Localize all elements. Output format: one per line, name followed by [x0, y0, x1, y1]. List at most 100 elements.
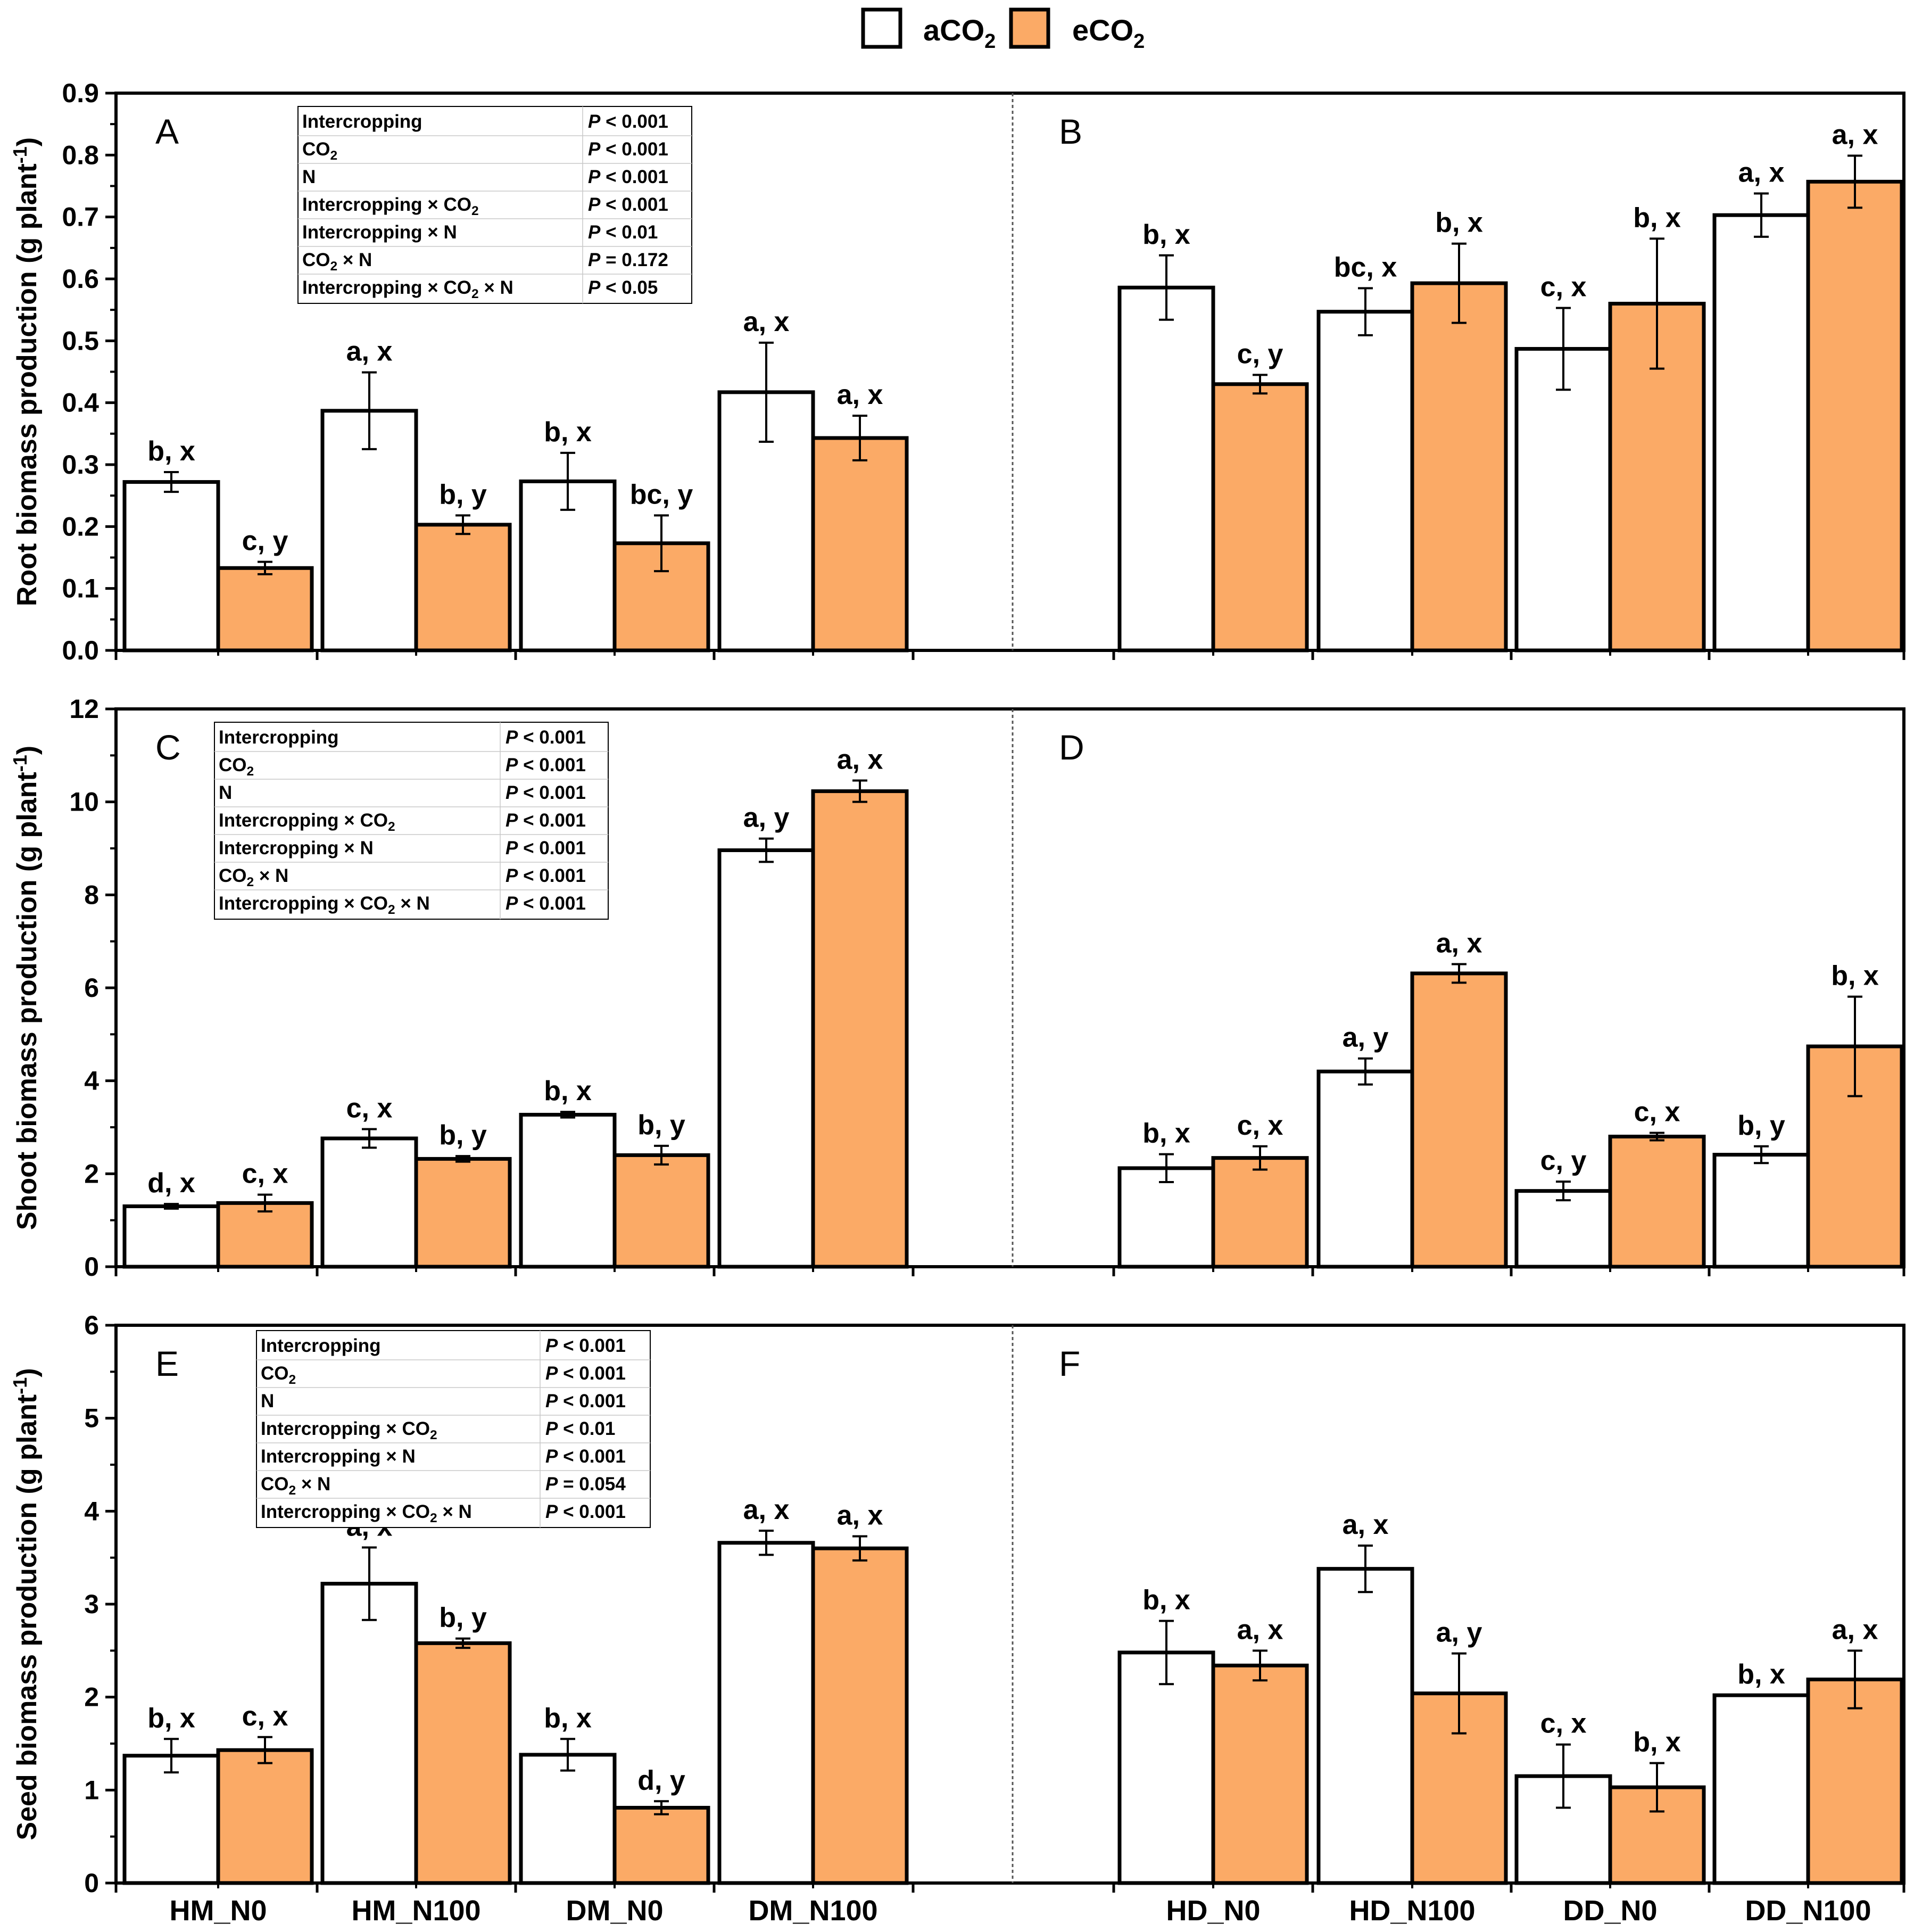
- bar-eco2: [1806, 179, 1904, 653]
- significance-label: c, y: [242, 526, 288, 557]
- bar-aco2: [1117, 285, 1215, 653]
- significance-label: a, y: [1436, 1617, 1482, 1648]
- significance-label: c, x: [242, 1159, 288, 1190]
- significance-label: a, x: [1343, 1509, 1389, 1540]
- stats-table-border: [297, 106, 692, 304]
- y-tick-label: 0: [84, 1252, 99, 1282]
- bar-eco2: [612, 1806, 710, 1885]
- bar-eco2: [414, 1157, 512, 1269]
- x-tick-label: HD_N0: [1166, 1895, 1260, 1927]
- bar-aco2: [320, 1582, 418, 1885]
- stats-term: Intercropping × CO2​: [219, 810, 395, 834]
- stats-pvalue: P < 0.05: [588, 277, 658, 298]
- x-tick-label: HM_N0: [169, 1895, 267, 1927]
- stats-term: CO2​ × N: [302, 250, 372, 274]
- panel-1: 0.0 0.1 0.2 0.3 0.4 0.5 0.6 0.7 0.8 0.9 Root bioma…: [9, 78, 1905, 665]
- x-tick-label: DD_N0: [1563, 1895, 1657, 1927]
- bar-aco2: [1316, 1567, 1414, 1885]
- significance-label: bc, x: [1334, 252, 1397, 283]
- panels: 0.0 0.1 0.2 0.3 0.4 0.5 0.6 0.7 0.8 0.9 Root bioma…: [9, 78, 1905, 1927]
- bar-eco2: [1806, 1677, 1904, 1885]
- stats-pvalue: P < 0.001: [506, 810, 586, 831]
- bar-eco2: [811, 1546, 909, 1885]
- y-axis-label: Root biomass production (g plant-1): [9, 137, 43, 606]
- bar-aco2: [717, 1541, 815, 1885]
- significance-label: d, x: [147, 1168, 195, 1199]
- y-tick-label: 0.9: [62, 78, 99, 108]
- y-tick-label: 6: [84, 973, 99, 1003]
- bar-aco2: [1712, 1693, 1810, 1885]
- bar-eco2: [612, 1153, 710, 1269]
- significance-label: c, y: [1540, 1145, 1587, 1176]
- significance-label: b, x: [1142, 1118, 1190, 1149]
- stats-term: Intercropping × N: [261, 1446, 416, 1467]
- y-tick-label: 0.3: [62, 450, 99, 480]
- significance-label: b, x: [147, 1703, 195, 1733]
- significance-label: b, x: [1633, 1727, 1681, 1758]
- stats-pvalue: P < 0.001: [506, 838, 586, 858]
- significance-label: a, x: [837, 379, 883, 410]
- significance-label: b, x: [1633, 202, 1681, 233]
- bar-aco2: [122, 480, 220, 653]
- y-tick-label: 0.6: [62, 264, 99, 294]
- significance-label: a, x: [743, 307, 790, 337]
- bar-eco2: [811, 436, 909, 653]
- y-axis-label: Seed biomass production (g plant-1): [9, 1368, 43, 1840]
- significance-label: a, x: [837, 1500, 883, 1531]
- stats-pvalue: P < 0.001: [588, 111, 668, 132]
- significance-label: b, x: [544, 1703, 592, 1733]
- stats-pvalue: P < 0.001: [506, 727, 586, 748]
- stats-pvalue: P < 0.001: [506, 865, 586, 886]
- significance-label: a, x: [837, 744, 883, 775]
- y-tick-label: 2: [84, 1159, 99, 1188]
- stats-term: CO2​ × N: [219, 865, 288, 889]
- y-tick-label: 1: [84, 1775, 99, 1805]
- bar-eco2: [216, 566, 314, 653]
- significance-label: c, x: [346, 1093, 393, 1124]
- y-tick-label: 5: [84, 1403, 99, 1433]
- significance-label: a, x: [1237, 1614, 1283, 1645]
- significance-label: a, y: [743, 803, 790, 833]
- stats-pvalue: P < 0.001: [588, 167, 668, 187]
- stats-term: Intercropping: [261, 1335, 381, 1356]
- bar-eco2: [1410, 281, 1508, 653]
- bar-aco2: [717, 848, 815, 1269]
- stats-table-border: [256, 1330, 651, 1528]
- legend-swatch-eco2: [1009, 7, 1050, 49]
- bar-eco2: [1211, 1156, 1309, 1269]
- bar-eco2: [414, 1641, 512, 1885]
- significance-label: b, x: [544, 1076, 592, 1107]
- significance-label: a, x: [1832, 119, 1878, 150]
- stats-table: Intercropping P < 0.001 CO2​ P < 0.001 N P < …: [297, 106, 692, 304]
- significance-label: b, y: [1737, 1110, 1785, 1141]
- y-tick-label: 10: [69, 787, 99, 817]
- x-tick-label: DD_N100: [1745, 1895, 1871, 1927]
- significance-label: d, y: [637, 1765, 685, 1796]
- stats-term: N: [219, 782, 232, 803]
- bar-aco2: [1514, 1189, 1612, 1269]
- x-tick-label: DM_N100: [748, 1895, 877, 1927]
- significance-label: b, x: [1142, 219, 1190, 250]
- bar-eco2: [1211, 1663, 1309, 1885]
- stats-pvalue: P = 0.172: [588, 250, 668, 270]
- stats-term: CO2​: [261, 1363, 296, 1387]
- significance-label: c, x: [1540, 1708, 1587, 1739]
- stats-pvalue: P < 0.001: [545, 1335, 626, 1356]
- stats-term: N: [302, 167, 316, 187]
- panel-label: B: [1059, 112, 1082, 151]
- stats-pvalue: P = 0.054: [545, 1474, 626, 1495]
- legend-swatch-aco2: [861, 7, 902, 49]
- stats-term: Intercropping: [302, 111, 422, 132]
- stats-table: Intercropping P < 0.001 CO2​ P < 0.001 N P < …: [256, 1330, 651, 1528]
- panel-2: 0 2 4 6 8 10 12 Shoot biomass production (g pla…: [9, 694, 1905, 1282]
- significance-label: b, x: [1831, 961, 1879, 992]
- significance-label: c, x: [1237, 1110, 1283, 1141]
- stats-pvalue: P < 0.001: [506, 755, 586, 775]
- y-tick-label: 12: [69, 694, 99, 724]
- x-tick-label: DM_N0: [566, 1895, 663, 1927]
- y-tick-label: 2: [84, 1682, 99, 1712]
- bar-aco2: [320, 1136, 418, 1269]
- bar-eco2: [811, 789, 909, 1269]
- significance-label: b, y: [439, 479, 487, 510]
